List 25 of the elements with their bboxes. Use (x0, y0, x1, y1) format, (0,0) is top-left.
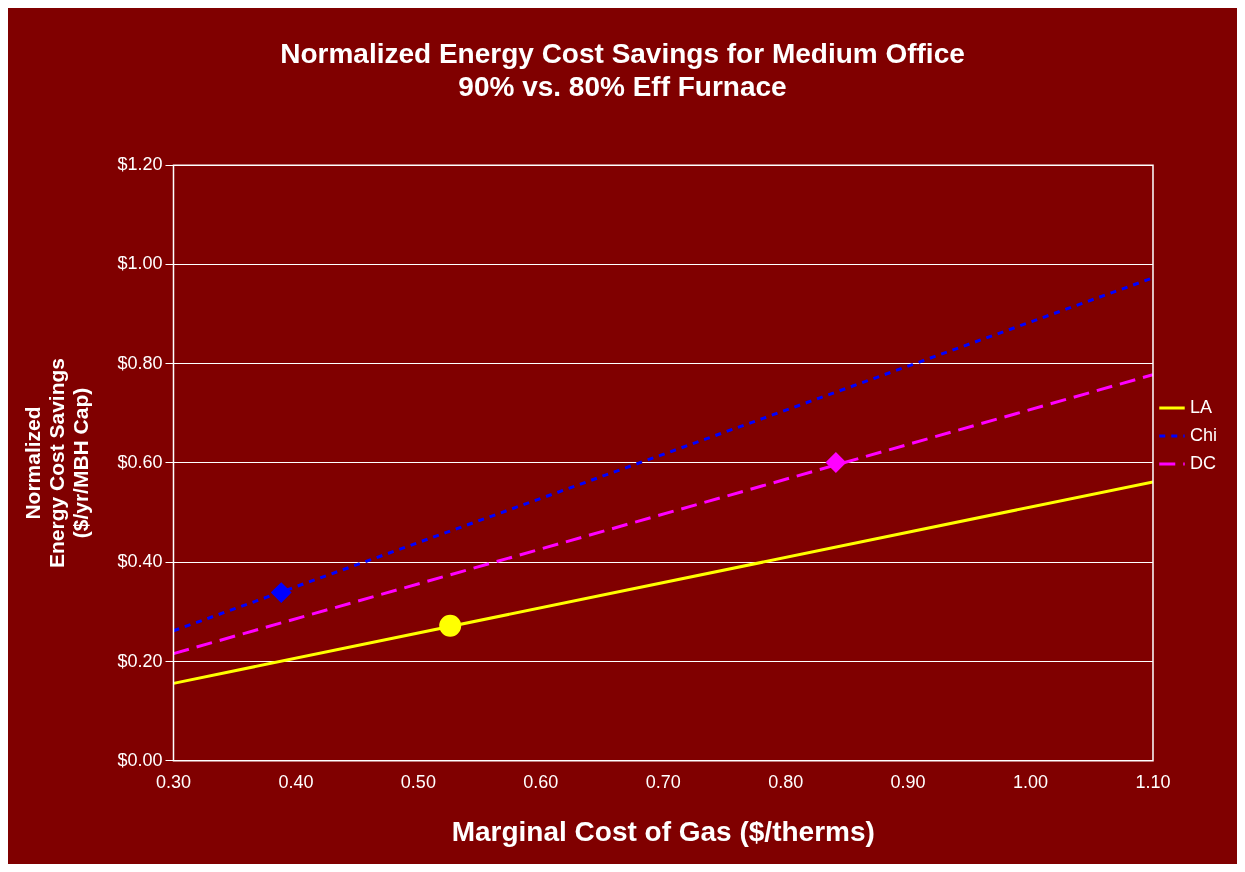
x-tick-label: 0.70 (645, 771, 681, 792)
legend-label: Chi (1189, 424, 1218, 445)
chart-title: Normalized Energy Cost Savings for Medium Office 90% vs. 80% Eff Furnace (280, 37, 965, 103)
y-tick-label: $1.00 (117, 253, 163, 274)
y-tick-label: $0.40 (117, 551, 163, 572)
y-tick-label: $0.60 (117, 451, 163, 472)
legend-label: DC (1189, 452, 1216, 473)
point (271, 582, 292, 603)
x-tick-label: 0.50 (400, 771, 436, 792)
y-tick-label: $0.20 (117, 650, 163, 671)
x-tick-label: 1.10 (1135, 771, 1171, 792)
y-tick-label: $0.80 (117, 352, 163, 373)
x-axis-title: Marginal Cost of Gas ($/therms) (451, 815, 875, 847)
x-tick-label: 0.60 (523, 771, 559, 792)
y-axis-title: Normalized Energy Cost Savings ($/yr/MBH Cap) (20, 357, 93, 569)
x-tick-label: 0.90 (890, 771, 926, 792)
point (825, 452, 846, 473)
x-tick-label: 0.30 (155, 771, 192, 792)
x-tick-label: 0.80 (768, 771, 804, 792)
x-tick-label: 1.00 (1013, 771, 1049, 792)
y-tick-label: $0.00 (117, 749, 163, 770)
legend-label: LA (1189, 396, 1213, 417)
y-tick-label: $1.20 (117, 154, 163, 175)
x-tick-label: 0.40 (278, 771, 314, 792)
point (439, 614, 462, 637)
